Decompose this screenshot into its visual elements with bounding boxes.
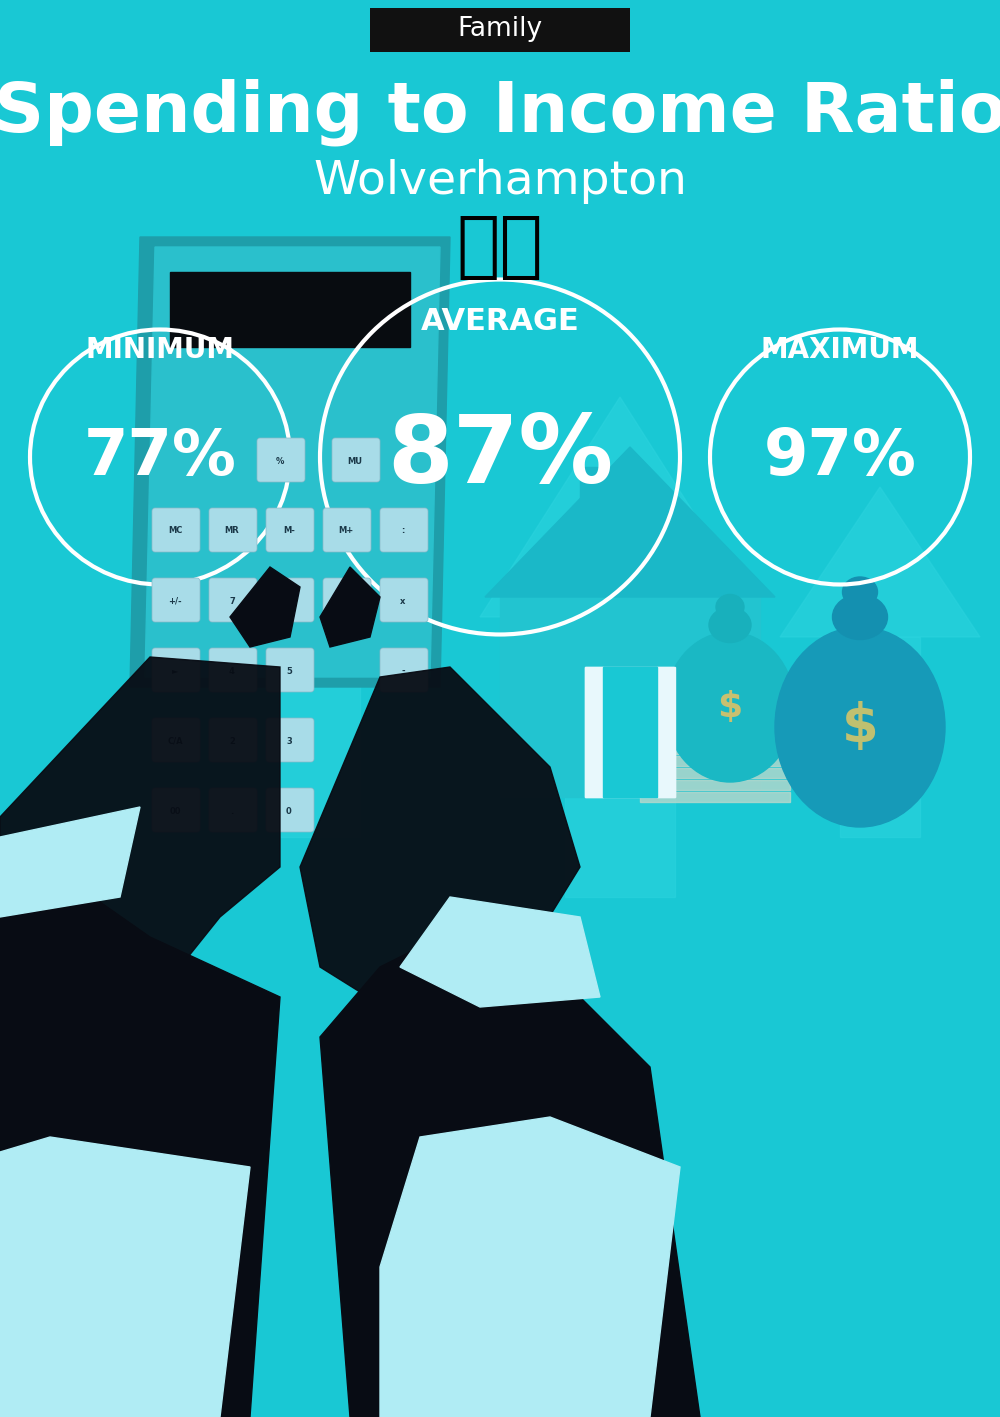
- Text: MC: MC: [168, 527, 182, 536]
- Polygon shape: [220, 507, 420, 657]
- Bar: [640, 792, 790, 802]
- Text: :: :: [401, 527, 405, 536]
- Text: Wolverhampton: Wolverhampton: [313, 160, 687, 204]
- Polygon shape: [400, 897, 600, 1007]
- Polygon shape: [320, 917, 700, 1417]
- Polygon shape: [0, 657, 280, 998]
- FancyBboxPatch shape: [152, 578, 200, 622]
- FancyBboxPatch shape: [152, 509, 200, 553]
- Text: 7: 7: [229, 597, 235, 605]
- Text: 97%: 97%: [764, 427, 916, 487]
- Text: Spending to Income Ratio: Spending to Income Ratio: [0, 78, 1000, 146]
- Text: 9: 9: [343, 597, 349, 605]
- Ellipse shape: [709, 608, 751, 642]
- Text: 2: 2: [229, 737, 235, 745]
- Text: 0: 0: [286, 806, 292, 816]
- Polygon shape: [145, 247, 440, 677]
- Text: $: $: [717, 690, 743, 724]
- FancyBboxPatch shape: [380, 648, 428, 691]
- Polygon shape: [480, 397, 760, 616]
- Bar: [500, 597, 760, 796]
- Ellipse shape: [775, 626, 945, 828]
- Bar: [657, 667, 675, 796]
- FancyBboxPatch shape: [266, 509, 314, 553]
- Ellipse shape: [716, 595, 744, 619]
- Text: $: $: [842, 701, 878, 752]
- Bar: [840, 638, 920, 837]
- Polygon shape: [0, 808, 140, 917]
- Bar: [585, 667, 603, 796]
- Bar: [640, 757, 790, 767]
- Polygon shape: [230, 567, 300, 648]
- Bar: [280, 657, 360, 837]
- Polygon shape: [0, 867, 280, 1417]
- Text: +/-: +/-: [168, 597, 182, 605]
- Polygon shape: [780, 487, 980, 638]
- Text: MAXIMUM: MAXIMUM: [761, 336, 919, 364]
- Text: M-: M-: [283, 527, 295, 536]
- FancyBboxPatch shape: [209, 718, 257, 762]
- Polygon shape: [380, 1117, 680, 1417]
- FancyBboxPatch shape: [257, 438, 305, 482]
- FancyBboxPatch shape: [152, 718, 200, 762]
- Text: 87%: 87%: [387, 411, 613, 503]
- FancyBboxPatch shape: [266, 718, 314, 762]
- Ellipse shape: [665, 632, 795, 782]
- Text: 🇬🇧: 🇬🇧: [457, 213, 543, 282]
- Text: AVERAGE: AVERAGE: [421, 307, 579, 336]
- Polygon shape: [170, 272, 410, 347]
- FancyBboxPatch shape: [209, 578, 257, 622]
- FancyBboxPatch shape: [266, 578, 314, 622]
- Text: -: -: [401, 666, 405, 676]
- Text: 3: 3: [286, 737, 292, 745]
- FancyBboxPatch shape: [152, 788, 200, 832]
- FancyBboxPatch shape: [323, 509, 371, 553]
- Text: 8: 8: [286, 597, 292, 605]
- Bar: [640, 744, 790, 754]
- Text: 77%: 77%: [84, 427, 236, 487]
- FancyBboxPatch shape: [380, 578, 428, 622]
- Text: %: %: [276, 456, 284, 466]
- Text: Family: Family: [457, 17, 543, 43]
- Bar: [640, 779, 790, 791]
- Text: C/A: C/A: [167, 737, 183, 745]
- FancyBboxPatch shape: [209, 509, 257, 553]
- Ellipse shape: [832, 595, 888, 639]
- FancyBboxPatch shape: [152, 648, 200, 691]
- Polygon shape: [485, 446, 775, 597]
- Text: x: x: [400, 597, 406, 605]
- Text: .: .: [230, 806, 234, 816]
- Polygon shape: [320, 567, 380, 648]
- Text: M+: M+: [338, 527, 354, 536]
- FancyBboxPatch shape: [380, 509, 428, 553]
- Bar: [603, 667, 657, 796]
- FancyBboxPatch shape: [209, 648, 257, 691]
- FancyBboxPatch shape: [209, 788, 257, 832]
- FancyBboxPatch shape: [266, 648, 314, 691]
- FancyBboxPatch shape: [323, 578, 371, 622]
- Bar: [640, 768, 790, 778]
- Polygon shape: [0, 1136, 250, 1417]
- Polygon shape: [300, 667, 580, 1017]
- FancyBboxPatch shape: [266, 788, 314, 832]
- Bar: [640, 733, 790, 743]
- FancyBboxPatch shape: [370, 9, 630, 52]
- Text: MR: MR: [225, 527, 239, 536]
- Text: 00: 00: [169, 806, 181, 816]
- Text: 4: 4: [229, 666, 235, 676]
- Text: ►: ►: [172, 666, 178, 676]
- Ellipse shape: [842, 577, 878, 606]
- Bar: [580, 468, 618, 537]
- Text: 5: 5: [286, 666, 292, 676]
- Text: MU: MU: [348, 456, 362, 466]
- Bar: [565, 616, 675, 897]
- FancyBboxPatch shape: [332, 438, 380, 482]
- Bar: [585, 667, 675, 796]
- Text: MINIMUM: MINIMUM: [86, 336, 234, 364]
- Polygon shape: [130, 237, 450, 687]
